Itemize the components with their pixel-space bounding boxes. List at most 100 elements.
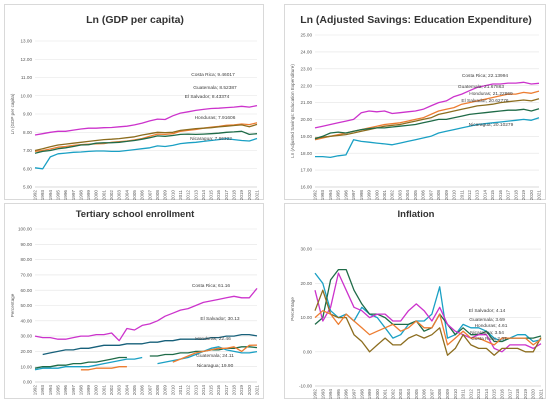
series-line-nicaragua (315, 117, 540, 159)
y-tick-label: 19.00 (301, 134, 313, 139)
x-tick-label: 1999 (86, 190, 91, 201)
series-line-el-salvador (314, 98, 540, 139)
x-tick-label: 2016 (216, 385, 221, 396)
x-tick-label: 1993 (320, 190, 325, 201)
data-label-el-salvador: El Salvador; 8.43374 (185, 94, 230, 100)
y-tick-label: 30.00 (301, 247, 313, 252)
data-label-guatemala: Guatemala; 21.67863 (458, 84, 504, 90)
data-label-honduras: Honduras; 7.91606 (195, 115, 236, 121)
series-line-costa-rica (34, 287, 258, 342)
x-tick-label: 1995 (336, 389, 341, 400)
y-tick-label: 0.00 (303, 349, 312, 354)
x-tick-label: 2010 (453, 389, 458, 400)
series-line-honduras (34, 130, 258, 154)
x-tick-label: 2005 (132, 385, 137, 396)
x-tick-label: 2000 (375, 389, 380, 400)
x-tick-label: 1994 (48, 190, 53, 201)
x-tick-label: 2012 (467, 190, 472, 201)
x-tick-label: 1994 (328, 190, 333, 201)
x-tick-label: 1994 (328, 389, 333, 400)
x-tick-label: 2014 (201, 385, 206, 396)
x-tick-label: 1994 (48, 385, 53, 396)
x-tick-label: 1995 (55, 190, 60, 201)
x-tick-label: 2021 (255, 190, 260, 201)
x-tick-label: 2008 (155, 385, 160, 396)
x-tick-label: 2009 (163, 190, 168, 201)
data-label-costa-rica: Costa Rica; 61.16 (192, 283, 230, 289)
x-tick-label: 2002 (390, 389, 395, 400)
x-tick-label: 2007 (147, 190, 152, 201)
x-tick-label: 1998 (359, 190, 364, 201)
series-line-nicaragua (34, 137, 258, 170)
series-line-nicaragua (157, 346, 258, 365)
y-tick-label: 20.00 (301, 117, 313, 122)
y-tick-label: 60.00 (21, 288, 33, 293)
x-tick-label: 2006 (140, 385, 145, 396)
x-tick-label: 2004 (405, 190, 410, 201)
x-tick-label: 2016 (216, 190, 221, 201)
x-tick-label: 2017 (506, 190, 511, 201)
x-tick-label: 2009 (444, 190, 449, 201)
data-label-el-salvador: Honduras; 21.22869 (469, 91, 513, 97)
y-tick-label: 6.00 (23, 166, 32, 171)
x-tick-label: 2018 (515, 389, 520, 400)
data-label-honduras: Honduras; 4.61 (475, 323, 508, 329)
x-tick-label: 2009 (445, 389, 450, 400)
x-tick-label: 2002 (109, 190, 114, 201)
x-tick-label: 2014 (201, 190, 206, 201)
y-tick-label: 90.00 (21, 242, 33, 247)
x-tick-label: 2007 (429, 389, 434, 400)
x-tick-label: 1997 (71, 190, 76, 201)
y-tick-label: -10.00 (299, 384, 312, 389)
chart-title: Inflation (398, 209, 435, 220)
y-tick-label: 8.00 (23, 130, 32, 135)
chart-svg-tertiary: Tertiary school enrollment 0.00 10.00 20.00… (10, 209, 260, 396)
x-tick-label: 2007 (147, 385, 152, 396)
chart-title: Tertiary school enrollment (76, 209, 195, 220)
x-tick-label: 1997 (351, 389, 356, 400)
x-tick-label: 2019 (239, 385, 244, 396)
y-tick-label: 30.00 (21, 334, 33, 339)
x-tick-label: 2011 (178, 385, 183, 395)
x-tick-label: 1996 (63, 385, 68, 396)
y-tick-label: 24.00 (301, 49, 313, 54)
y-tick-label: 70.00 (21, 273, 33, 278)
y-tick-label: 17.00 (301, 168, 313, 173)
x-tick-label: 2000 (94, 385, 99, 396)
x-tick-label: 2010 (170, 385, 175, 396)
y-tick-label: 20.00 (301, 281, 313, 286)
x-tick-label: 2006 (422, 389, 427, 400)
series-line-costa-rica (314, 272, 542, 353)
data-label-costa-rica: Costa Rica; 22.13994 (462, 73, 508, 79)
x-tick-label: 2015 (490, 190, 495, 201)
data-label-guatemala: Guatemala; 8.52387 (193, 85, 237, 91)
y-tick-label: 18.00 (301, 151, 313, 156)
x-tick-label: 2008 (437, 389, 442, 400)
x-tick-label: 2007 (428, 190, 433, 201)
x-tick-label: 2019 (523, 389, 528, 400)
y-tick-label: 0.00 (23, 380, 32, 385)
series-line-costa-rica (314, 81, 540, 129)
x-tick-label: 2003 (117, 385, 122, 396)
x-tick-label: 2003 (398, 389, 403, 400)
data-label-nicaragua: Nicaragua; 20.10279 (469, 122, 514, 128)
x-tick-label: 2018 (232, 385, 237, 396)
x-tick-label: 2015 (209, 190, 214, 201)
x-tick-label: 2021 (537, 190, 542, 201)
x-tick-label: 2013 (193, 190, 198, 201)
data-label-costa-rica: Costa Rica; 2.37 (471, 336, 507, 342)
x-tick-label: 2012 (186, 385, 191, 396)
x-tick-label: 1999 (367, 190, 372, 201)
data-label-nicaragua: Nicaragua; 3.54 (470, 330, 504, 336)
x-tick-label: 2019 (521, 190, 526, 201)
y-tick-label: 12.00 (21, 57, 33, 62)
x-tick-label: 1999 (86, 385, 91, 396)
series-line-nicaragua (34, 356, 143, 371)
y-axis-label: Percentage (10, 293, 15, 317)
y-tick-label: 10.00 (21, 364, 33, 369)
y-tick-label: 100.00 (18, 227, 32, 232)
series-line-guatemala (314, 310, 542, 346)
y-tick-label: 50.00 (21, 303, 33, 308)
x-tick-label: 1992 (313, 389, 318, 400)
data-label-nicaragua: Nicaragua; 19.90 (197, 363, 234, 369)
